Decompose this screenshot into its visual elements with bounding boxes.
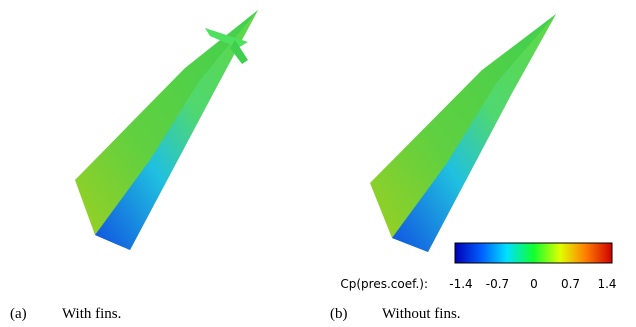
- colorbar-tick-label: -0.7: [486, 277, 509, 291]
- colorbar-label: Cp(pres.coef.):: [340, 277, 428, 291]
- colorbar-tick-label: 0.7: [561, 277, 580, 291]
- panel-caption: Without fins.: [382, 306, 461, 322]
- colorbar-ticks: -1.4 -0.7 0 0.7 1.4: [449, 277, 616, 291]
- figure: Cp(pres.coef.): -1.4 -0.7 0 0.7 1.4 (a) With…: [0, 0, 636, 327]
- missile-without-fins: [370, 14, 556, 252]
- missile-with-fins: [75, 10, 258, 250]
- panel-label: (a): [10, 306, 27, 322]
- colorbar: [455, 243, 612, 263]
- colorbar-tick-label: 1.4: [597, 277, 616, 291]
- panel-caption: With fins.: [62, 306, 121, 322]
- colorbar-tick-label: -1.4: [449, 277, 472, 291]
- panel-label: (b): [330, 306, 348, 322]
- colorbar-tick-label: 0: [530, 277, 538, 291]
